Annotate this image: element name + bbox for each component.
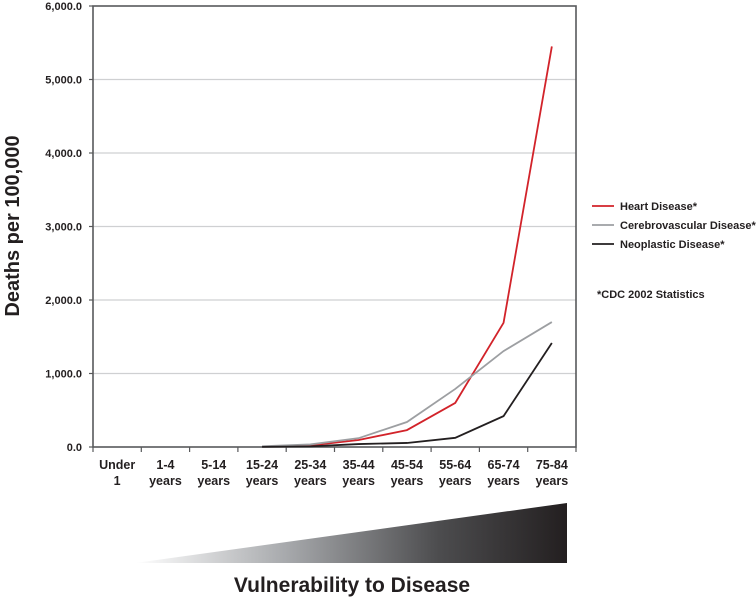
legend-label: Heart Disease* [620, 201, 698, 213]
x-tick-label: 35-44 years [342, 458, 375, 488]
y-tick-label: 3,000.0 [45, 222, 82, 234]
y-tick-label: 5,000.0 [45, 75, 82, 87]
source-annotation: *CDC 2002 Statistics [597, 289, 705, 301]
series-line-neoplastic-disease [262, 342, 553, 448]
x-tick-label: 15-24 years [246, 458, 279, 488]
y-tick-labels: 0.0 1,000.0 2,000.0 3,000.0 4,000.0 5,000.0 6,… [45, 1, 82, 454]
y-tick-label: 2,000.0 [45, 295, 82, 307]
wedge-label: Vulnerability to Disease [234, 574, 470, 597]
y-tick-label: 1,000.0 [45, 369, 82, 381]
grid-lines [93, 78, 576, 375]
vulnerability-wedge [135, 503, 567, 563]
x-tick-labels: Under 1 1-4 years 5-14 years 15-24 years 25-34 ye… [99, 458, 568, 488]
x-tick-label: Under 1 [99, 458, 135, 488]
y-tick-label: 0.0 [67, 442, 82, 454]
legend-label: Neoplastic Disease* [620, 239, 725, 251]
axes [89, 5, 577, 452]
series-line-heart-disease [262, 46, 553, 448]
x-tick-label: 25-34 years [294, 458, 327, 488]
x-tick-label: 5-14 years [197, 458, 230, 488]
y-tick-label: 4,000.0 [45, 148, 82, 160]
series-line-cerebrovascular-disease [262, 321, 553, 448]
legend: Heart Disease* Cerebrovascular Disease* Ne… [592, 201, 756, 251]
y-tick-label: 6,000.0 [45, 1, 82, 13]
legend-label: Cerebrovascular Disease* [620, 220, 756, 232]
y-axis-label: Deaths per 100,000 [2, 135, 24, 316]
x-tick-label: 55-64 years [439, 458, 472, 488]
x-tick-label: 65-74 years [487, 458, 520, 488]
x-tick-label: 45-54 years [391, 458, 424, 488]
x-tick-label: 1-4 years [149, 458, 182, 488]
x-tick-label: 75-84 years [536, 458, 569, 488]
series-lines [262, 46, 553, 448]
